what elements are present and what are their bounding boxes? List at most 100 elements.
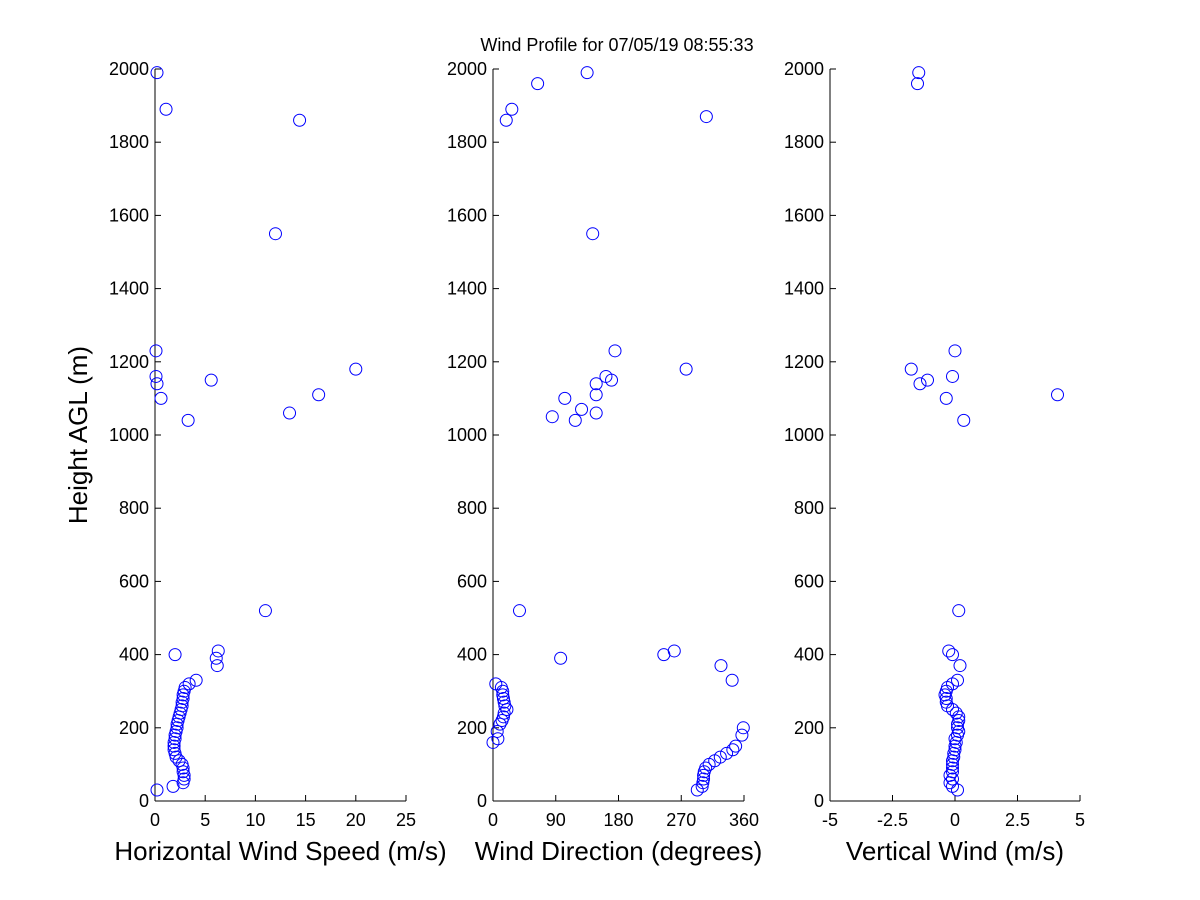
- y-tick-label: 0: [814, 791, 824, 811]
- data-point: [177, 772, 191, 786]
- data-point: [210, 659, 224, 673]
- data-point: [667, 644, 681, 658]
- data-point: [939, 684, 953, 698]
- y-tick-label: 600: [457, 571, 487, 591]
- data-point: [948, 344, 962, 358]
- data-point: [575, 402, 589, 416]
- data-point: [726, 743, 740, 757]
- data-point: [493, 717, 507, 731]
- y-tick-label: 1000: [109, 425, 149, 445]
- y-tick-label: 1600: [447, 205, 487, 225]
- data-point: [957, 413, 971, 427]
- data-point: [943, 776, 957, 790]
- data-point: [599, 369, 613, 383]
- data-point: [1051, 388, 1064, 402]
- data-point: [167, 739, 181, 753]
- chart-title: Wind Profile for 07/05/19 08:55:33: [480, 35, 753, 55]
- y-tick-label: 1400: [784, 279, 824, 299]
- data-point: [720, 746, 734, 760]
- data-point: [946, 648, 959, 662]
- y-axis-label: Height AGL (m): [63, 346, 93, 524]
- data-point: [589, 377, 603, 391]
- data-point: [946, 761, 959, 775]
- y-tick-label: 1000: [784, 425, 824, 445]
- y-tick-label: 2000: [447, 59, 487, 79]
- data-point: [170, 721, 184, 735]
- y-tick-label: 400: [794, 645, 824, 665]
- data-point: [946, 765, 959, 779]
- data-point: [913, 377, 927, 391]
- y-tick-label: 800: [119, 498, 149, 518]
- x-tick-label: 180: [603, 810, 633, 830]
- data-point: [349, 362, 363, 376]
- subplot-3: 0 200 400 600 800 1000 1200 1400 1600 1800 2000 -5 -…: [784, 59, 1085, 866]
- x-tick-label: 90: [546, 810, 566, 830]
- y-tick-label: 600: [794, 571, 824, 591]
- x-tick-label: 270: [666, 810, 696, 830]
- data-point: [150, 66, 164, 80]
- data-point: [942, 644, 956, 658]
- y-tick-label: 2000: [109, 59, 149, 79]
- y-tick-label: 400: [457, 645, 487, 665]
- y-tick-label: 0: [139, 791, 149, 811]
- data-point: [589, 406, 603, 420]
- x-tick-label: 360: [729, 810, 759, 830]
- y-tick-label: 1800: [784, 132, 824, 152]
- data-point: [490, 724, 504, 738]
- data-point: [189, 673, 203, 687]
- data-point: [949, 706, 963, 720]
- x-tick-label: 15: [296, 810, 316, 830]
- data-point: [939, 391, 953, 405]
- data-point: [211, 644, 225, 658]
- data-point: [293, 113, 307, 127]
- data-point: [725, 673, 739, 687]
- data-point: [735, 728, 749, 742]
- y-tick-label: 1800: [447, 132, 487, 152]
- subplot-1: 0 200 400 600 800 1000 1200 1400 1600 1800 2000 0 5 1…: [109, 59, 447, 866]
- y-tick-label: 1200: [784, 352, 824, 372]
- y-tick-label: 1400: [447, 279, 487, 299]
- x-axis-label: Horizontal Wind Speed (m/s): [114, 836, 446, 866]
- data-point: [904, 362, 918, 376]
- y-tick-label: 600: [119, 571, 149, 591]
- data-point: [209, 651, 223, 665]
- data-point: [713, 750, 727, 764]
- data-point: [175, 699, 189, 713]
- data-point: [699, 761, 713, 775]
- data-point: [714, 659, 728, 673]
- y-tick-label: 2000: [784, 59, 824, 79]
- data-point: [496, 688, 510, 702]
- data-point: [499, 113, 513, 127]
- data-point: [736, 721, 750, 735]
- x-tick-label: 20: [346, 810, 366, 830]
- x-tick-label: 0: [950, 810, 960, 830]
- data-point: [204, 373, 218, 387]
- y-tick-label: 1600: [109, 205, 149, 225]
- subplot-2: 0 200 400 600 800 1000 1200 1400 1600 1800 2000 0 90…: [447, 59, 762, 866]
- data-point: [154, 391, 168, 405]
- data-point: [312, 388, 326, 402]
- data-point: [608, 344, 622, 358]
- y-tick-label: 400: [119, 645, 149, 665]
- x-tick-label: 0: [488, 810, 498, 830]
- data-point: [938, 688, 952, 702]
- data-point: [150, 783, 164, 797]
- data-point: [947, 750, 961, 764]
- y-tick-label: 1400: [109, 279, 149, 299]
- x-tick-label: 10: [245, 810, 265, 830]
- data-point: [181, 413, 195, 427]
- x-tick-label: 5: [1075, 810, 1085, 830]
- data-point: [182, 677, 196, 691]
- data-point: [951, 673, 964, 687]
- data-point: [699, 110, 713, 124]
- data-point: [679, 362, 693, 376]
- data-point: [948, 743, 962, 757]
- data-point: [912, 66, 926, 80]
- x-axis-label: Wind Direction (degrees): [475, 836, 763, 866]
- data-point: [531, 77, 545, 91]
- x-tick-label: -5: [822, 810, 838, 830]
- y-tick-label: 1200: [109, 352, 149, 372]
- data-point: [589, 388, 603, 402]
- data-point: [729, 739, 743, 753]
- data-point: [697, 772, 711, 786]
